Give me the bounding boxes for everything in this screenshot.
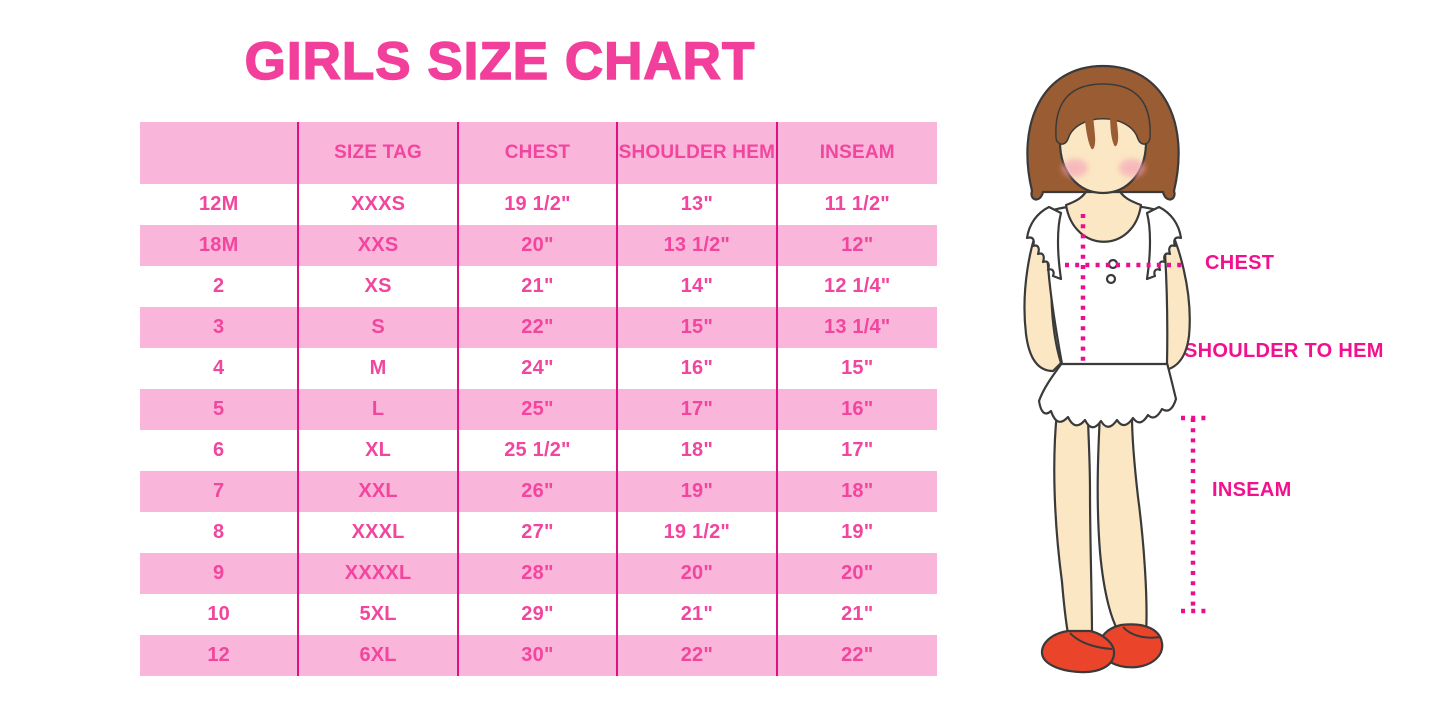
top-button-2: [1105, 273, 1117, 285]
table-cell: 15": [777, 348, 937, 389]
table-cell: XXXL: [299, 512, 459, 553]
table-cell: 19 1/2": [618, 512, 778, 553]
table-cell: 16": [777, 389, 937, 430]
table-cell: 8: [140, 512, 300, 553]
table-cell: 24": [458, 348, 619, 389]
inseam-label: INSEAM: [1212, 479, 1292, 501]
table-cell: 13": [618, 184, 778, 225]
page-title: GIRLS SIZE CHART: [244, 31, 756, 92]
table-cell: 29": [458, 594, 619, 635]
table-cell: XS: [299, 266, 459, 307]
table-cell: XXL: [299, 471, 459, 512]
girl-illustration: [1023, 64, 1206, 674]
table-cell: L: [299, 389, 459, 430]
table-cell: 3: [140, 307, 300, 348]
table-cell: 16": [618, 348, 778, 389]
right-shoe-strap: [1122, 626, 1161, 639]
table-cell: 20": [458, 225, 619, 266]
table-cell: XXXXL: [299, 553, 459, 594]
header-cell: CHEST: [458, 122, 619, 184]
table-cell: 5XL: [299, 594, 459, 635]
right-cheek-blush: [1119, 159, 1145, 177]
girl-skirt: [1037, 361, 1178, 429]
table-cell: 5: [140, 389, 300, 430]
table-cell: 19": [777, 512, 937, 553]
table-cell: 10: [140, 594, 300, 635]
table-cell: M: [299, 348, 459, 389]
girl-left-shoe: [1040, 629, 1116, 674]
table-cell: 21": [458, 266, 619, 307]
table-cell: 21": [777, 594, 937, 635]
table-cell: 6XL: [299, 635, 459, 676]
table-cell: 4: [140, 348, 300, 389]
table-cell: XXXS: [299, 184, 459, 225]
chest-label: CHEST: [1205, 252, 1275, 274]
table-cell: 18": [777, 471, 937, 512]
left-cheek-blush: [1062, 159, 1088, 177]
header-cell: [140, 122, 300, 184]
left-shoulder-ruffle: [1025, 205, 1063, 281]
shoulder-to-hem-label: SHOULDER TO HEM: [1184, 340, 1384, 362]
table-cell: 17": [777, 430, 937, 471]
table-cell: 22": [458, 307, 619, 348]
table-cell: 12": [777, 225, 937, 266]
header-cell: SHOULDER HEM: [618, 122, 778, 184]
table-cell: 26": [458, 471, 619, 512]
girl-left-leg: [1053, 410, 1094, 636]
bang-strand-2: [1110, 109, 1119, 147]
left-shoe-strap: [1069, 632, 1113, 650]
table-cell: XXS: [299, 225, 459, 266]
table-cell: 13 1/2": [618, 225, 778, 266]
table-cell: 21": [618, 594, 778, 635]
table-cell: 14": [618, 266, 778, 307]
table-cell: 17": [618, 389, 778, 430]
table-cell: 12 1/4": [777, 266, 937, 307]
table-cell: 19 1/2": [458, 184, 619, 225]
table-cell: XL: [299, 430, 459, 471]
right-shoulder-ruffle: [1145, 205, 1183, 281]
header-cell: SIZE TAG: [299, 122, 459, 184]
girl-right-leg: [1096, 412, 1148, 636]
top-button-1: [1107, 258, 1119, 270]
header-cell: INSEAM: [777, 122, 937, 184]
table-cell: 30": [458, 635, 619, 676]
girl-bangs: [1055, 83, 1151, 145]
table-cell: 2: [140, 266, 300, 307]
table-cell: 18M: [140, 225, 300, 266]
table-cell: 12M: [140, 184, 300, 225]
table-cell: 22": [618, 635, 778, 676]
table-cell: 18": [618, 430, 778, 471]
table-cell: 15": [618, 307, 778, 348]
table-cell: 11 1/2": [777, 184, 937, 225]
table-cell: S: [299, 307, 459, 348]
bang-strand-1: [1084, 110, 1096, 150]
table-cell: 20": [777, 553, 937, 594]
table-cell: 28": [458, 553, 619, 594]
table-cell: 25 1/2": [458, 430, 619, 471]
table-cell: 20": [618, 553, 778, 594]
table-cell: 7: [140, 471, 300, 512]
table-cell: 6: [140, 430, 300, 471]
table-cell: 12: [140, 635, 300, 676]
size-table: SIZE TAG CHEST SHOULDER HEM INSEAM 12M XXXS 19…: [140, 122, 937, 676]
table-cell: 22": [777, 635, 937, 676]
table-cell: 27": [458, 512, 619, 553]
table-cell: 9: [140, 553, 300, 594]
table-cell: 19": [618, 471, 778, 512]
table-cell: 25": [458, 389, 619, 430]
table-cell: 13 1/4": [777, 307, 937, 348]
